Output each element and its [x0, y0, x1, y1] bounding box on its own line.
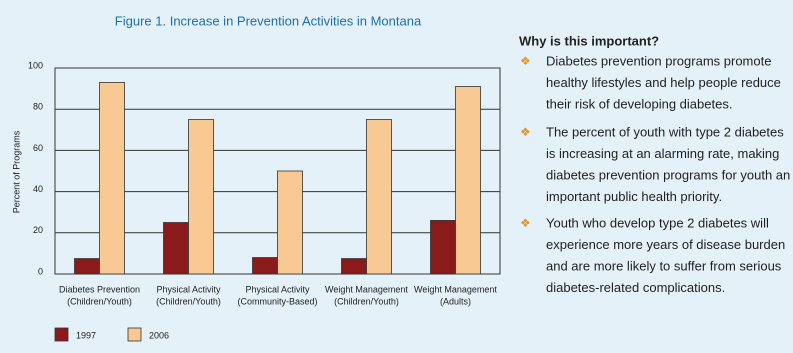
y-tick-label: 20: [33, 225, 43, 235]
bullet-line: Diabetes prevention programs promote: [546, 53, 771, 68]
y-axis-label: Percent of Programs: [11, 130, 21, 213]
y-tick-label: 0: [38, 266, 43, 276]
y-tick-label: 80: [33, 102, 43, 112]
bar: [188, 119, 214, 275]
bullet-symbol: ❖: [520, 54, 531, 68]
x-tick-label: Weight Management: [414, 284, 497, 294]
x-tick-label: (Children/Youth): [67, 296, 132, 306]
y-tick-label: 40: [33, 184, 43, 194]
bullet-symbol: ❖: [520, 216, 531, 230]
bar: [366, 119, 392, 275]
bullet-line: and are more likely to suffer from serio…: [546, 258, 782, 273]
x-tick-label: (Children/Youth): [156, 296, 221, 306]
bar: [252, 257, 278, 275]
bar: [455, 86, 481, 275]
legend-label: 2006: [149, 330, 169, 340]
bar: [341, 258, 367, 275]
bar: [99, 82, 125, 275]
chart-title: Figure 1. Increase in Prevention Activit…: [115, 13, 422, 28]
bullet-line: diabetes prevention programs for youth a…: [546, 167, 790, 182]
bullet-line: is increasing at an alarming rate, makin…: [546, 146, 779, 161]
x-tick-label: Physical Activity: [156, 284, 221, 294]
bullet-line: experience more years of disease burden: [546, 237, 785, 252]
legend-label: 1997: [76, 330, 96, 340]
y-tick-label: 60: [33, 143, 43, 153]
x-tick-label: Physical Activity: [245, 284, 310, 294]
x-tick-label: (Children/Youth): [334, 296, 399, 306]
bullet-line: diabetes-related complications.: [546, 280, 725, 295]
bullet-line: The percent of youth with type 2 diabete…: [546, 124, 784, 139]
x-tick-label: Diabetes Prevention: [59, 284, 140, 294]
legend-swatch: [127, 327, 142, 342]
bar: [430, 220, 456, 275]
bar: [277, 170, 303, 275]
bullet-symbol: ❖: [520, 125, 531, 139]
x-tick-label: (Adults): [440, 296, 471, 306]
bar: [163, 222, 189, 275]
bullet-line: important public health priority.: [546, 189, 722, 204]
legend-swatch: [54, 327, 69, 342]
side-heading: Why is this important?: [519, 33, 659, 48]
bullet-line: their risk of developing diabetes.: [546, 96, 732, 111]
bullet-line: Youth who develop type 2 diabetes will: [546, 215, 769, 230]
y-tick-label: 100: [28, 60, 43, 70]
bullet-line: healthy lifestyles and help people reduc…: [546, 75, 781, 90]
x-tick-label: (Community-Based): [237, 296, 317, 306]
bar: [74, 258, 100, 275]
x-tick-label: Weight Management: [325, 284, 408, 294]
